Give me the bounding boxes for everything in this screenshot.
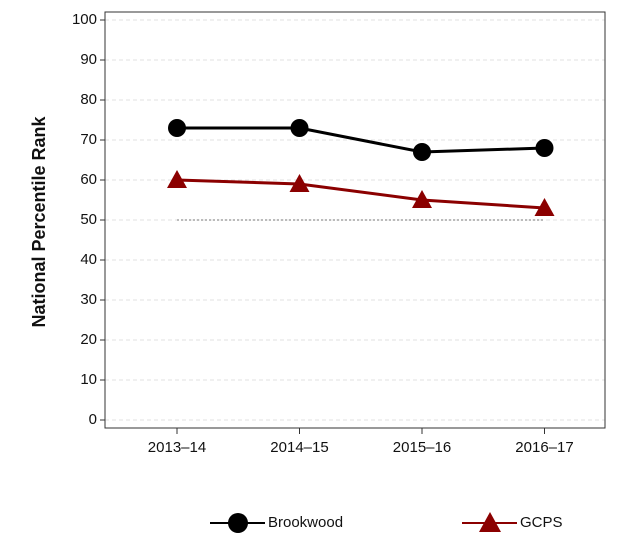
- data-point: [412, 190, 432, 208]
- y-tick-label: 10: [80, 371, 97, 388]
- data-point: [290, 119, 309, 137]
- x-tick-label: 2015–16: [393, 439, 451, 456]
- y-axis-label: National Percentile Rank: [29, 115, 49, 327]
- data-point: [535, 139, 554, 157]
- y-tick-label: 30: [80, 291, 97, 308]
- legend-marker: [479, 512, 501, 532]
- series-line: [177, 126, 545, 154]
- series-line: [176, 178, 545, 210]
- y-tick-label: 60: [80, 171, 97, 188]
- data-point: [413, 143, 431, 161]
- data-point: [289, 174, 310, 192]
- y-tick-label: 80: [80, 91, 97, 108]
- legend-item: GCPS: [462, 512, 563, 532]
- data-point: [534, 198, 555, 216]
- data-point: [167, 170, 187, 188]
- legend-marker: [228, 513, 248, 533]
- legend-label: Brookwood: [268, 514, 343, 531]
- x-tick-label: 2016–17: [515, 439, 573, 456]
- y-tick-label: 70: [80, 131, 97, 148]
- legend-label: GCPS: [520, 514, 563, 531]
- data-point: [168, 119, 186, 137]
- y-tick-label: 0: [89, 411, 97, 428]
- y-tick-label: 100: [72, 11, 97, 28]
- x-tick-label: 2013–14: [148, 439, 206, 456]
- plot-frame: [104, 11, 606, 429]
- y-tick-label: 20: [80, 331, 97, 348]
- y-tick-label: 90: [80, 51, 97, 68]
- x-tick-label: 2014–15: [270, 439, 328, 456]
- y-tick-label: 50: [80, 211, 97, 228]
- legend-item: Brookwood: [210, 513, 343, 533]
- y-tick-label: 40: [80, 251, 97, 268]
